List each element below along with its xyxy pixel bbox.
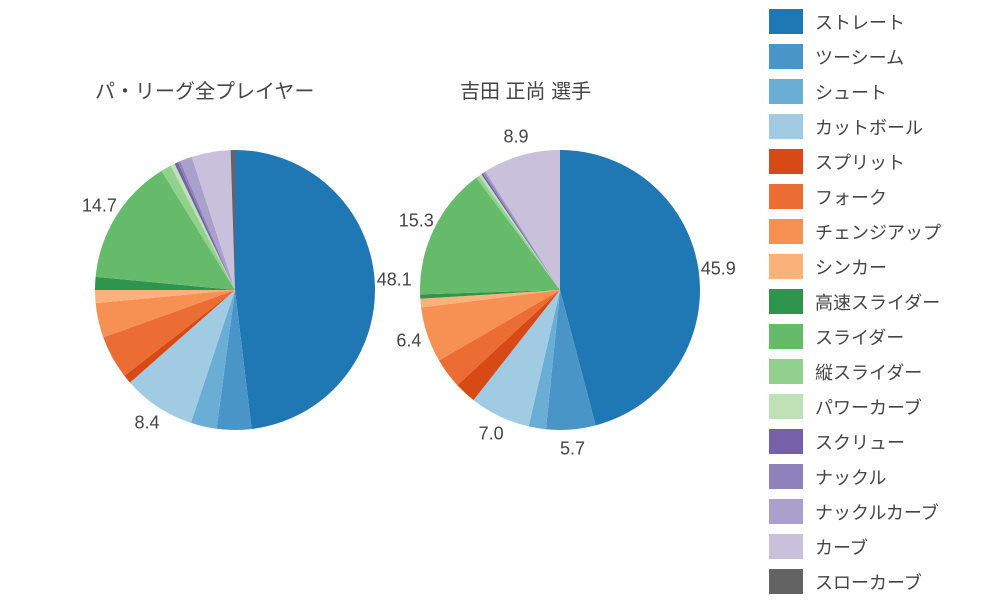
legend-label: スプリット: [815, 149, 905, 175]
legend-label: ツーシーム: [815, 44, 904, 70]
legend-swatch: [769, 79, 803, 104]
legend-label: フォーク: [815, 184, 887, 210]
legend-item: スライダー: [745, 319, 1000, 354]
legend-item: シンカー: [745, 249, 1000, 284]
legend-swatch: [769, 254, 803, 279]
legend-label: シュート: [815, 79, 887, 105]
legend-swatch: [769, 429, 803, 454]
legend-swatch: [769, 359, 803, 384]
legend-label: カットボール: [815, 114, 923, 140]
slice-label: 48.1: [377, 270, 412, 291]
slice-label: 14.7: [82, 195, 117, 216]
legend-item: ナックルカーブ: [745, 494, 1000, 529]
legend-swatch: [769, 219, 803, 244]
legend-swatch: [769, 9, 803, 34]
legend-item: ナックル: [745, 459, 1000, 494]
legend-label: ナックル: [815, 464, 886, 490]
legend-swatch: [769, 289, 803, 314]
slice-label: 7.0: [479, 423, 504, 444]
slice-label: 45.9: [701, 259, 736, 280]
legend-label: 高速スライダー: [815, 289, 940, 315]
legend-swatch: [769, 44, 803, 69]
legend-item: スローカーブ: [745, 564, 1000, 599]
slice-label: 15.3: [399, 210, 434, 231]
legend-item: ストレート: [745, 4, 1000, 39]
legend-item: シュート: [745, 74, 1000, 109]
legend-label: スクリュー: [815, 429, 905, 455]
legend-item: 縦スライダー: [745, 354, 1000, 389]
legend-item: フォーク: [745, 179, 1000, 214]
pie-title-0: パ・リーグ全プレイヤー: [95, 75, 314, 104]
legend-label: シンカー: [815, 254, 887, 280]
legend-item: スプリット: [745, 144, 1000, 179]
legend-item: カットボール: [745, 109, 1000, 144]
legend-item: 高速スライダー: [745, 284, 1000, 319]
legend-label: パワーカーブ: [815, 394, 922, 420]
legend-swatch: [769, 114, 803, 139]
legend: ストレートツーシームシュートカットボールスプリットフォークチェンジアップシンカー…: [745, 0, 1000, 600]
legend-swatch: [769, 324, 803, 349]
legend-swatch: [769, 569, 803, 594]
legend-swatch: [769, 499, 803, 524]
pie-slice: [235, 150, 375, 429]
legend-label: 縦スライダー: [815, 359, 922, 385]
pie-title-1: 吉田 正尚 選手: [460, 75, 591, 104]
slice-label: 8.9: [503, 126, 528, 147]
legend-item: スクリュー: [745, 424, 1000, 459]
legend-swatch: [769, 534, 803, 559]
legend-swatch: [769, 464, 803, 489]
legend-label: スローカーブ: [815, 569, 922, 595]
legend-label: ストレート: [815, 9, 905, 35]
legend-item: ツーシーム: [745, 39, 1000, 74]
legend-item: パワーカーブ: [745, 389, 1000, 424]
legend-item: カーブ: [745, 529, 1000, 564]
legend-swatch: [769, 394, 803, 419]
slice-label: 6.4: [396, 331, 421, 352]
slice-label: 8.4: [134, 413, 159, 434]
legend-swatch: [769, 149, 803, 174]
legend-item: チェンジアップ: [745, 214, 1000, 249]
legend-swatch: [769, 184, 803, 209]
legend-label: チェンジアップ: [815, 219, 941, 245]
chart-root: { "chart": { "type": "pie-multi", "backg…: [0, 0, 1000, 600]
slice-label: 5.7: [560, 439, 585, 460]
legend-label: スライダー: [815, 324, 904, 350]
legend-label: ナックルカーブ: [815, 499, 939, 525]
legend-label: カーブ: [815, 534, 868, 560]
